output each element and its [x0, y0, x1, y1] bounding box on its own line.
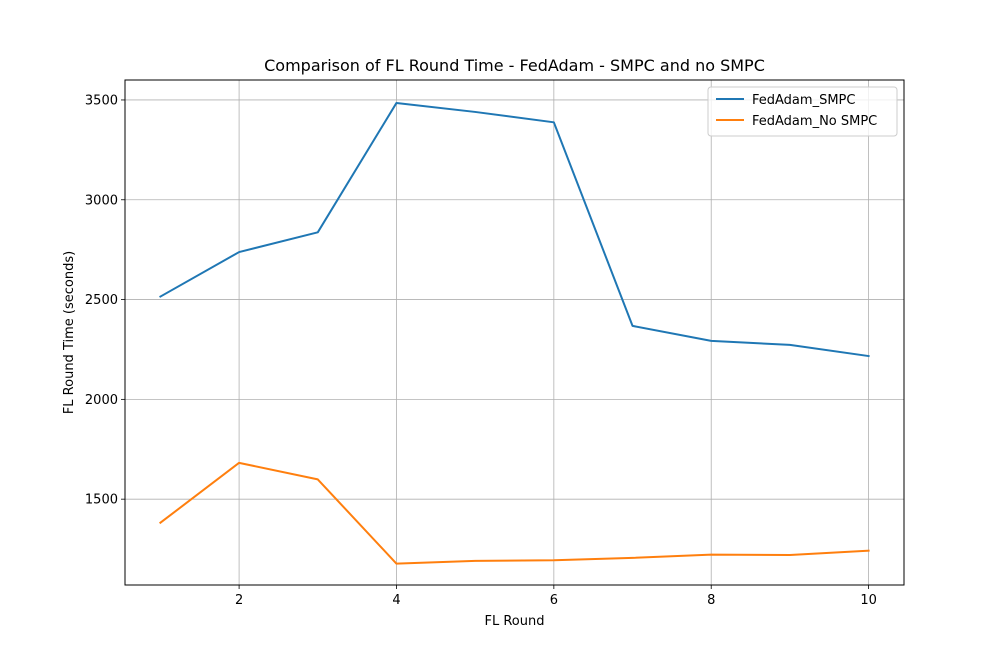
plot-area-frame	[124, 79, 905, 586]
y-tick-label: 1500	[85, 493, 118, 508]
legend: FedAdam_SMPC FedAdam_No SMPC	[707, 86, 898, 137]
y-axis-label: FL Round Time (seconds)	[62, 251, 77, 414]
x-tick-label: 10	[860, 593, 877, 608]
series-line-0	[159, 101, 870, 358]
legend-label: FedAdam_No SMPC	[752, 114, 877, 129]
series-lines	[159, 101, 870, 565]
x-tick-label: 6	[550, 593, 558, 608]
x-tick-label: 8	[707, 593, 715, 608]
legend-label: FedAdam_SMPC	[752, 93, 855, 108]
y-tick-label: 2500	[85, 293, 118, 308]
x-axis-label: FL Round	[485, 614, 545, 629]
y-tick-label: 3500	[85, 93, 118, 108]
y-tick-label: 2000	[85, 393, 118, 408]
x-tick-label: 4	[392, 593, 400, 608]
chart-title: Comparison of FL Round Time - FedAdam - …	[264, 56, 765, 75]
axis-ticks: 2 4 6 8 10 1500 2000 2500 3000 3500	[85, 93, 877, 608]
series-line-1	[159, 461, 870, 565]
legend-box	[707, 86, 898, 137]
y-tick-label: 3000	[85, 193, 118, 208]
x-tick-label: 2	[235, 593, 243, 608]
